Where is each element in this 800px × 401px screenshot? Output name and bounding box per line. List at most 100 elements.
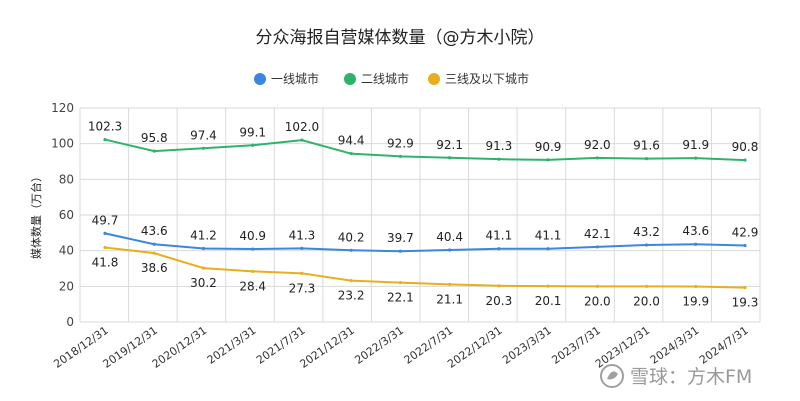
y-axis-label: 媒体数量（万台）	[29, 171, 43, 259]
data-point	[743, 158, 747, 162]
data-point	[546, 158, 550, 162]
data-label: 21.1	[436, 292, 463, 306]
data-label: 90.8	[732, 140, 759, 154]
legend-label: 一线城市	[271, 71, 319, 86]
data-label: 41.8	[92, 255, 119, 269]
x-tick-label: 2022/3/31	[352, 324, 406, 367]
data-point	[694, 156, 698, 160]
data-label: 91.3	[485, 139, 512, 153]
y-tick-label: 0	[66, 315, 74, 329]
data-label: 27.3	[289, 281, 316, 295]
data-point	[398, 280, 402, 285]
data-point	[251, 247, 255, 251]
legend-marker	[254, 73, 266, 85]
legend: 一线城市 二线城市 三线及以下城市	[254, 71, 529, 86]
data-label: 90.9	[535, 140, 562, 154]
data-label: 19.9	[682, 295, 709, 309]
data-label: 22.1	[387, 291, 414, 305]
data-label: 43.2	[633, 225, 660, 239]
data-label: 43.6	[141, 224, 168, 238]
data-point	[546, 247, 550, 251]
data-point	[201, 146, 206, 150]
data-label: 42.9	[732, 225, 759, 239]
data-point	[201, 246, 206, 251]
data-label: 38.6	[141, 261, 168, 275]
data-label: 92.1	[436, 138, 463, 152]
y-axis-ticks: 0 20 40 60 80 100 120	[51, 101, 74, 329]
data-label: 30.2	[190, 276, 217, 290]
data-point	[644, 157, 649, 161]
data-label: 92.9	[387, 136, 414, 150]
data-point	[103, 245, 107, 250]
data-point	[201, 266, 206, 270]
watermark: 雪球：方木FM	[600, 364, 752, 388]
x-tick-label: 2024/7/31	[697, 324, 751, 367]
x-tick-label: 2022/12/31	[445, 324, 504, 371]
series-line	[104, 232, 746, 253]
data-label: 41.1	[535, 229, 562, 243]
data-point	[349, 248, 353, 252]
data-point	[644, 243, 649, 247]
data-point	[694, 242, 698, 246]
watermark-text: 雪球：方木FM	[630, 366, 752, 388]
y-tick-label: 60	[59, 208, 74, 222]
data-label: 39.7	[387, 231, 414, 245]
data-label: 95.8	[141, 131, 168, 145]
x-tick-label: 2023/3/31	[500, 324, 554, 367]
data-point	[251, 143, 255, 147]
data-point	[694, 284, 698, 289]
legend-marker	[344, 73, 356, 85]
data-point	[251, 269, 255, 273]
series-lines	[103, 137, 747, 290]
x-tick-label: 2020/12/31	[150, 324, 209, 371]
data-point	[300, 246, 304, 250]
data-point	[300, 271, 304, 275]
data-label: 40.9	[239, 229, 266, 243]
data-label: 41.1	[485, 229, 512, 243]
data-label: 91.9	[682, 138, 709, 152]
chart-title: 分众海报自营媒体数量（@方木小院）	[256, 28, 545, 48]
data-label: 40.2	[338, 230, 365, 244]
data-labels: 49.7 43.6 41.2 40.9 41.3 40.2 39.7 40.4 41.1 41.1…	[88, 120, 759, 310]
data-label: 41.3	[289, 228, 316, 242]
snowball-logo-icon	[600, 364, 624, 388]
data-label: 20.1	[535, 294, 562, 308]
data-label: 99.1	[239, 125, 266, 139]
data-point	[152, 242, 156, 246]
data-label: 40.4	[436, 230, 463, 244]
series-line	[104, 138, 746, 162]
data-point	[497, 247, 501, 251]
data-label: 20.0	[584, 294, 611, 308]
data-point	[398, 154, 402, 158]
data-point	[448, 248, 452, 252]
data-point	[497, 157, 501, 161]
data-label: 41.2	[190, 229, 217, 243]
data-point	[546, 284, 550, 288]
data-label: 28.4	[239, 279, 266, 293]
data-point	[743, 243, 747, 248]
series-line	[104, 246, 746, 289]
data-point	[103, 231, 107, 235]
data-label: 20.3	[485, 294, 512, 308]
y-tick-label: 40	[59, 244, 74, 258]
data-label: 42.1	[584, 227, 611, 241]
x-tick-label: 2018/12/31	[51, 324, 110, 371]
data-label: 102.3	[88, 120, 122, 134]
data-point	[152, 149, 156, 153]
data-label: 97.4	[190, 128, 217, 142]
x-tick-label: 2021/3/31	[205, 324, 259, 367]
data-point	[103, 137, 107, 142]
x-tick-label: 2024/3/31	[648, 324, 702, 367]
data-point	[644, 284, 649, 288]
y-tick-label: 20	[59, 279, 74, 293]
data-label: 19.3	[732, 296, 759, 310]
data-point	[448, 282, 452, 286]
y-tick-label: 80	[59, 172, 74, 186]
data-label: 91.6	[633, 139, 660, 153]
legend-marker	[428, 73, 440, 85]
data-label: 94.4	[338, 134, 365, 148]
legend-label: 三线及以下城市	[445, 71, 529, 86]
data-point	[152, 251, 156, 255]
data-point	[595, 245, 599, 249]
